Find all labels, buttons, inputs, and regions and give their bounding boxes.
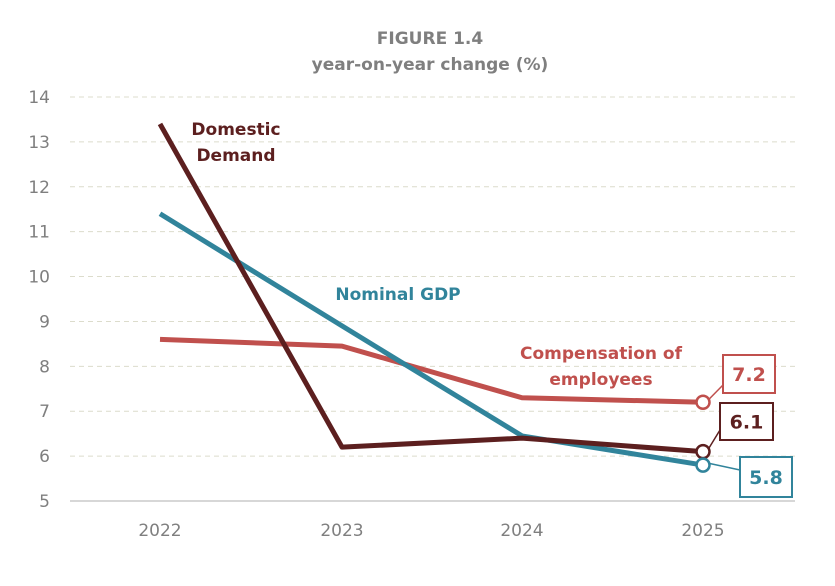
callout-leader xyxy=(707,429,721,451)
chart-title: FIGURE 1.4 xyxy=(377,29,484,49)
x-tick-label: 2025 xyxy=(681,521,724,541)
chart-subtitle: year-on-year change (%) xyxy=(312,55,549,75)
end-point-marker xyxy=(695,443,711,460)
series-line xyxy=(158,211,704,468)
y-tick-label: 5 xyxy=(39,492,50,512)
series-label: Nominal GDP xyxy=(335,285,460,305)
y-tick-label: 12 xyxy=(28,178,50,198)
end-value-label: 5.8 xyxy=(749,467,783,489)
series-line xyxy=(157,122,704,455)
callout-box xyxy=(719,402,774,441)
end-value-label: 6.1 xyxy=(730,412,764,434)
series-label: Demand xyxy=(196,146,275,166)
y-tick-label: 14 xyxy=(28,88,50,108)
y-tick-label: 7 xyxy=(39,402,50,422)
end-point-marker xyxy=(695,457,711,473)
series-label: employees xyxy=(549,370,652,390)
series-label: Domestic xyxy=(191,120,280,140)
callout-box xyxy=(739,456,793,498)
x-tick-label: 2024 xyxy=(500,521,543,541)
callout-leader xyxy=(707,384,724,401)
y-tick-label: 8 xyxy=(39,357,50,377)
y-tick-label: 9 xyxy=(39,312,50,332)
y-tick-label: 13 xyxy=(28,133,50,153)
callout-leader xyxy=(707,462,741,471)
y-tick-label: 10 xyxy=(28,268,50,288)
series-line xyxy=(159,336,704,405)
callout-box xyxy=(722,354,776,394)
y-tick-label: 11 xyxy=(28,223,50,243)
x-tick-label: 2023 xyxy=(320,521,363,541)
y-tick-label: 6 xyxy=(39,447,50,467)
end-value-label: 7.2 xyxy=(732,364,766,386)
x-tick-label: 2022 xyxy=(138,521,181,541)
end-point-marker xyxy=(695,394,711,410)
series-label: Compensation of xyxy=(520,344,683,364)
